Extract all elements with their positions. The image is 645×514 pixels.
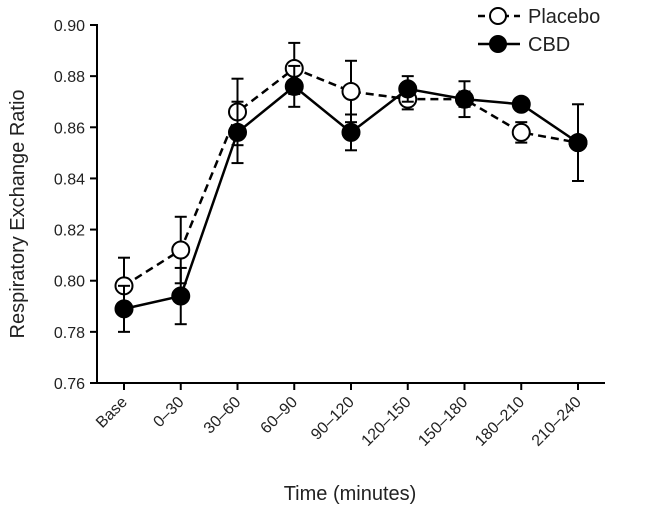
x-tick-label: 210–240 bbox=[529, 394, 585, 450]
y-axis-ticks: 0.76 0.78 0.80 0.82 0.84 0.86 0.88 0.90 bbox=[54, 18, 97, 393]
x-axis-title: Time (minutes) bbox=[284, 483, 417, 505]
data-point-placebo bbox=[511, 122, 531, 142]
data-point-cbd bbox=[341, 122, 361, 142]
y-tick-label: 0.82 bbox=[54, 223, 85, 240]
x-axis-ticks: Base 0–30 30–60 60–90 90–120 120–150 150–180 18… bbox=[93, 383, 585, 450]
data-point-cbd bbox=[398, 79, 418, 99]
data-point-cbd bbox=[114, 299, 134, 319]
legend-placebo-marker bbox=[489, 7, 507, 25]
y-tick-label: 0.76 bbox=[54, 376, 85, 393]
legend: Placebo CBD bbox=[478, 6, 600, 56]
data-point-placebo bbox=[341, 81, 361, 101]
data-point-cbd bbox=[455, 89, 474, 109]
y-tick-label: 0.86 bbox=[54, 120, 85, 137]
x-tick-label: 30–60 bbox=[201, 394, 245, 438]
y-tick-label: 0.78 bbox=[54, 325, 85, 342]
legend-label-cbd: CBD bbox=[528, 34, 570, 56]
legend-label-placebo: Placebo bbox=[528, 6, 600, 28]
legend-item-placebo: Placebo bbox=[478, 6, 600, 28]
data-point-cbd bbox=[228, 122, 247, 142]
y-axis-title: Respiratory Exchange Ratio bbox=[7, 89, 29, 338]
y-tick-label: 0.84 bbox=[54, 171, 85, 188]
data-point-cbd bbox=[171, 286, 191, 306]
x-tick-label: 150–180 bbox=[415, 394, 471, 450]
series-layer bbox=[114, 41, 588, 333]
series-cbd bbox=[114, 64, 588, 333]
legend-cbd-marker bbox=[489, 35, 507, 53]
legend-item-cbd: CBD bbox=[478, 34, 570, 56]
x-tick-label: Base bbox=[93, 394, 131, 432]
x-tick-label: 120–150 bbox=[359, 394, 415, 450]
plot-area: 0.76 0.78 0.80 0.82 0.84 0.86 0.88 0.90 Base 0–3… bbox=[54, 18, 605, 450]
y-tick-label: 0.80 bbox=[54, 274, 85, 291]
x-tick-label: 0–30 bbox=[150, 394, 187, 431]
series-placebo bbox=[114, 41, 588, 315]
x-tick-label: 60–90 bbox=[258, 394, 302, 438]
y-tick-label: 0.88 bbox=[54, 69, 85, 86]
x-tick-label: 180–210 bbox=[472, 394, 528, 450]
data-point-placebo bbox=[171, 240, 191, 260]
data-point-cbd bbox=[284, 76, 304, 96]
x-tick-label: 90–120 bbox=[308, 394, 358, 444]
data-point-cbd bbox=[511, 94, 531, 114]
data-point-cbd bbox=[568, 133, 588, 153]
y-tick-label: 0.90 bbox=[54, 18, 85, 35]
